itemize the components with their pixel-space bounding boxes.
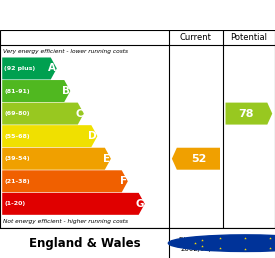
Text: 78: 78 <box>239 109 254 119</box>
Text: E: E <box>103 154 110 164</box>
Text: Energy Efficiency Rating: Energy Efficiency Rating <box>46 8 229 21</box>
Text: G: G <box>136 199 144 209</box>
Text: 2002/91/EC: 2002/91/EC <box>181 246 221 252</box>
Polygon shape <box>2 80 70 102</box>
Text: F: F <box>120 176 127 186</box>
Text: (69-80): (69-80) <box>4 111 30 116</box>
Polygon shape <box>2 148 111 170</box>
Text: B: B <box>62 86 70 96</box>
Text: (92 plus): (92 plus) <box>4 66 35 71</box>
Text: D: D <box>88 131 97 141</box>
Text: (1-20): (1-20) <box>4 201 26 206</box>
Text: (21-38): (21-38) <box>4 179 30 184</box>
Text: A: A <box>48 63 56 74</box>
Text: Not energy efficient - higher running costs: Not energy efficient - higher running co… <box>3 219 128 224</box>
Text: (55-68): (55-68) <box>4 134 30 139</box>
Text: C: C <box>75 109 83 119</box>
Text: (39-54): (39-54) <box>4 156 30 161</box>
Polygon shape <box>2 103 84 125</box>
Polygon shape <box>2 58 57 79</box>
Text: Current: Current <box>180 33 212 42</box>
Polygon shape <box>2 193 145 215</box>
Circle shape <box>168 235 275 252</box>
Polygon shape <box>2 125 97 147</box>
Text: Potential: Potential <box>230 33 267 42</box>
Polygon shape <box>226 103 272 125</box>
Text: (81-91): (81-91) <box>4 88 30 94</box>
Text: England & Wales: England & Wales <box>29 237 140 250</box>
Text: EU Directive: EU Directive <box>179 237 222 243</box>
Text: 52: 52 <box>191 154 206 164</box>
Text: Very energy efficient - lower running costs: Very energy efficient - lower running co… <box>3 49 128 53</box>
Polygon shape <box>2 170 128 192</box>
Polygon shape <box>172 148 220 170</box>
